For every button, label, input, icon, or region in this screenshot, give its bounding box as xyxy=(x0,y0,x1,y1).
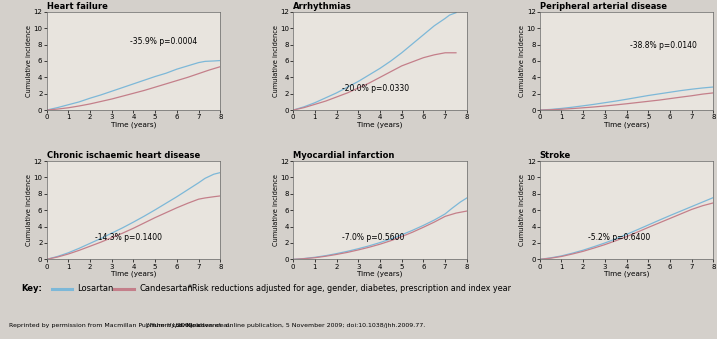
Text: -38.8% p=0.0140: -38.8% p=0.0140 xyxy=(630,41,697,50)
Text: Losartan: Losartan xyxy=(77,284,114,293)
Text: -35.9% p=0.0004: -35.9% p=0.0004 xyxy=(130,37,197,46)
X-axis label: Time (years): Time (years) xyxy=(357,122,403,128)
Text: Myocardial infarction: Myocardial infarction xyxy=(293,151,394,160)
Text: -20.0% p=0.0330: -20.0% p=0.0330 xyxy=(342,84,409,93)
Text: Candesartan: Candesartan xyxy=(139,284,193,293)
Y-axis label: Cumulative incidence: Cumulative incidence xyxy=(519,174,526,246)
Text: -14.3% p=0.1400: -14.3% p=0.1400 xyxy=(95,233,162,242)
Text: Arrhythmias: Arrhythmias xyxy=(293,2,352,11)
X-axis label: Time (years): Time (years) xyxy=(604,271,650,277)
X-axis label: Time (years): Time (years) xyxy=(110,122,156,128)
X-axis label: Time (years): Time (years) xyxy=(357,271,403,277)
Text: 2009, advance online publication, 5 November 2009; doi:10.1038/jhh.2009.77.: 2009, advance online publication, 5 Nove… xyxy=(175,323,425,327)
Y-axis label: Cumulative incidence: Cumulative incidence xyxy=(26,174,32,246)
Text: -7.0% p=0.5600: -7.0% p=0.5600 xyxy=(342,233,404,242)
Text: *Risk reductions adjusted for age, gender, diabetes, prescription and index year: *Risk reductions adjusted for age, gende… xyxy=(188,284,511,293)
Text: Key:: Key: xyxy=(22,284,42,293)
Text: J Hum Hypertens: J Hum Hypertens xyxy=(146,323,199,327)
Text: Peripheral arterial disease: Peripheral arterial disease xyxy=(540,2,667,11)
Text: Chronic ischaemic heart disease: Chronic ischaemic heart disease xyxy=(47,151,200,160)
Y-axis label: Cumulative incidence: Cumulative incidence xyxy=(272,25,279,97)
Text: Stroke: Stroke xyxy=(540,151,571,160)
Y-axis label: Cumulative incidence: Cumulative incidence xyxy=(272,174,279,246)
Text: Heart failure: Heart failure xyxy=(47,2,108,11)
Text: Reprinted by permission from Macmillan Publishers Ltd. Kjeldsen et al.: Reprinted by permission from Macmillan P… xyxy=(9,323,232,327)
Y-axis label: Cumulative incidence: Cumulative incidence xyxy=(519,25,526,97)
Y-axis label: Cumulative incidence: Cumulative incidence xyxy=(26,25,32,97)
X-axis label: Time (years): Time (years) xyxy=(110,271,156,277)
Text: -5.2% p=0.6400: -5.2% p=0.6400 xyxy=(589,233,650,242)
X-axis label: Time (years): Time (years) xyxy=(604,122,650,128)
